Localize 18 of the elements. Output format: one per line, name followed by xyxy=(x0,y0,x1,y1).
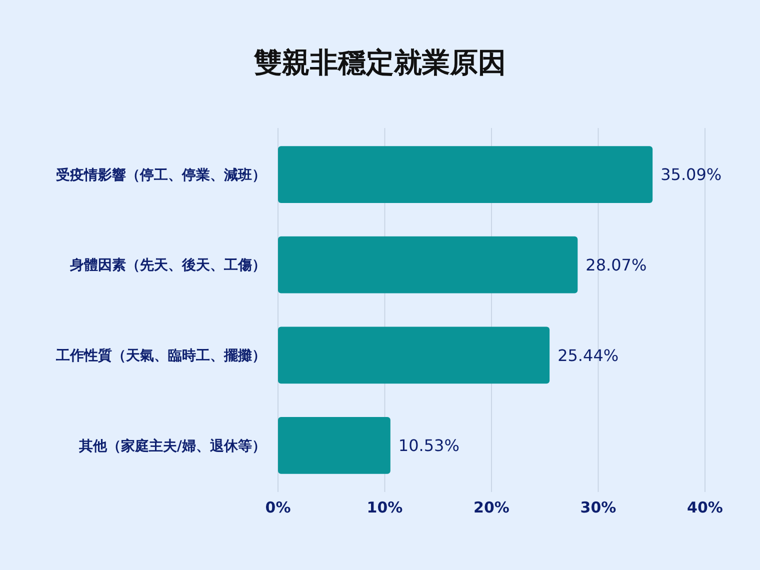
y-tick-label: 其他（家庭主夫/婦、退休等） xyxy=(78,437,266,454)
bar xyxy=(278,146,653,203)
x-tick-label: 20% xyxy=(474,498,510,517)
bar xyxy=(278,236,578,294)
y-tick-label: 身體因素（先天、後天、工傷） xyxy=(69,258,266,274)
x-tick-label: 30% xyxy=(580,498,616,517)
x-tick-label: 10% xyxy=(366,498,403,517)
y-tick-label: 工作性質（天氣、臨時工、擺攤） xyxy=(55,347,266,364)
chart-title: 雙親非穩定就業原因 xyxy=(253,46,506,79)
bar xyxy=(278,326,550,384)
data-label: 10.53% xyxy=(398,436,460,456)
x-tick-label: 0% xyxy=(265,498,291,517)
data-label: 28.07% xyxy=(586,255,647,274)
y-tick-label: 受疫情影響（停工、停業、減班） xyxy=(55,166,266,184)
x-tick-label: 40% xyxy=(687,498,723,517)
data-label: 35.09% xyxy=(660,165,722,184)
data-label: 25.44% xyxy=(558,346,619,365)
bar xyxy=(278,417,390,474)
